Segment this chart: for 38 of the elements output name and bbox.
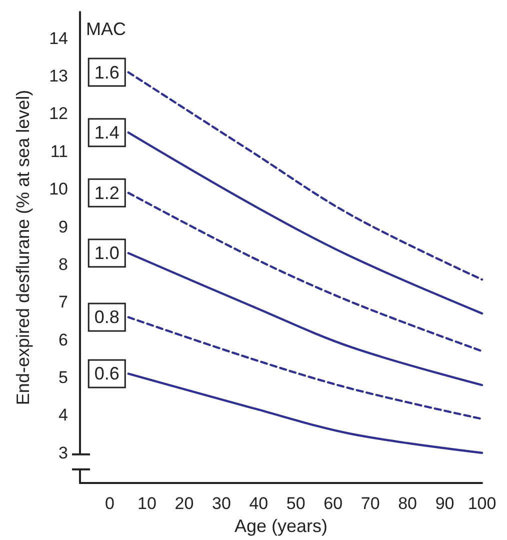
y-tick-label: 12 — [49, 104, 68, 124]
x-tick-label: 60 — [324, 494, 343, 513]
line-series — [127, 131, 484, 315]
y-tick-label: 13 — [49, 66, 68, 86]
x-tick-label: 100 — [468, 494, 496, 513]
y-axis-title: End-expired desflurane (% at sea level) — [13, 90, 33, 406]
series-label: 1.4 — [94, 122, 120, 143]
y-tick-label: 8 — [58, 254, 68, 274]
y-tick-label: 3 — [58, 443, 68, 462]
y-tick-label: 10 — [49, 180, 68, 199]
y-tick-label: 6 — [58, 330, 68, 350]
x-tick-label: 30 — [212, 494, 231, 513]
y-tick-label: 9 — [58, 217, 68, 236]
x-tick-label: 20 — [174, 494, 194, 513]
x-tick-label: 90 — [435, 494, 454, 513]
series-label: 1.2 — [94, 182, 120, 203]
line-series — [127, 71, 484, 281]
line-series — [127, 316, 484, 420]
series-label: 1.0 — [94, 243, 120, 264]
x-tick-label: 40 — [249, 494, 268, 513]
y-tick-label: 4 — [58, 406, 68, 425]
x-tick-label: 70 — [360, 494, 380, 513]
x-axis-title: Age (years) — [234, 516, 328, 536]
line-series — [127, 252, 484, 386]
x-tick-label: 80 — [398, 494, 418, 513]
series-label: 0.6 — [94, 364, 120, 384]
y-tick-label: 11 — [50, 142, 68, 161]
line-series — [127, 372, 484, 454]
series-label: 0.8 — [94, 307, 120, 328]
y-tick-label: 7 — [58, 292, 68, 312]
y-tick-label: 5 — [58, 368, 68, 387]
series-label: 1.6 — [94, 62, 120, 82]
annotation: MAC — [86, 19, 126, 39]
x-tick-label: 10 — [138, 494, 156, 513]
x-tick-label: 0 — [105, 494, 115, 513]
y-tick-label: 14 — [49, 28, 68, 48]
x-tick-label: 50 — [286, 494, 306, 513]
line-series — [127, 192, 484, 352]
